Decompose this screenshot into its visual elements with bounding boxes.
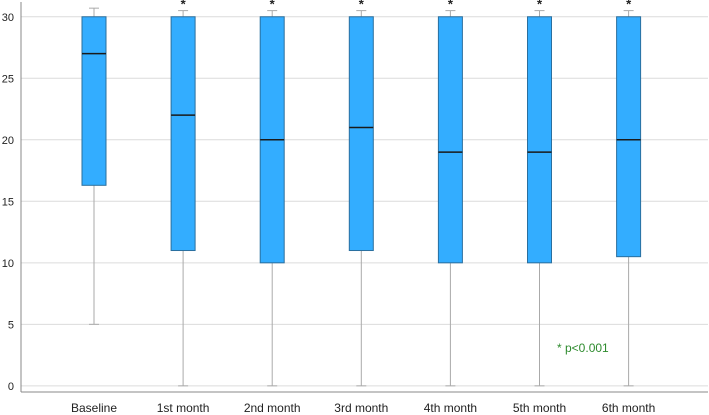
axis-layer — [20, 2, 708, 393]
y-tick-label: 0 — [8, 381, 14, 393]
iqr-box — [437, 16, 463, 264]
iqr-box — [527, 16, 552, 264]
x-category-label: Baseline — [71, 401, 117, 415]
box-layer — [81, 7, 642, 387]
box-group — [170, 10, 196, 387]
significance-marker: * — [181, 0, 187, 12]
significance-marker: * — [448, 0, 454, 12]
x-category-label: 5th month — [513, 401, 566, 415]
box-group — [259, 10, 285, 387]
box-group — [81, 7, 107, 325]
x-category-label: 3rd month — [334, 401, 388, 415]
y-tick-label: 10 — [2, 258, 14, 270]
y-tick-label: 25 — [2, 73, 14, 85]
iqr-box — [616, 16, 642, 258]
x-category-label: 2nd month — [244, 401, 301, 415]
box-group — [616, 10, 642, 387]
iqr-box — [81, 16, 107, 186]
y-tick-label: 15 — [2, 196, 14, 208]
significance-annotation: * p<0.001 — [557, 341, 609, 355]
box-group — [348, 10, 374, 387]
significance-marker: * — [270, 0, 276, 12]
iqr-box — [348, 16, 374, 252]
label-layer: 0 5 10 15 20 25 30 Baseline * 1st month * 2nd month… — [2, 0, 656, 415]
box-group — [527, 10, 552, 387]
iqr-box — [170, 16, 196, 252]
significance-marker: * — [359, 0, 365, 12]
x-category-label: 6th month — [602, 401, 655, 415]
significance-marker: * — [537, 0, 543, 12]
x-category-label: 1st month — [157, 401, 210, 415]
y-tick-label: 30 — [2, 12, 14, 24]
x-category-label: 4th month — [424, 401, 477, 415]
y-tick-label: 5 — [8, 319, 14, 331]
y-tick-label: 20 — [2, 135, 14, 147]
significance-marker: * — [626, 0, 632, 12]
box-group — [437, 10, 463, 387]
